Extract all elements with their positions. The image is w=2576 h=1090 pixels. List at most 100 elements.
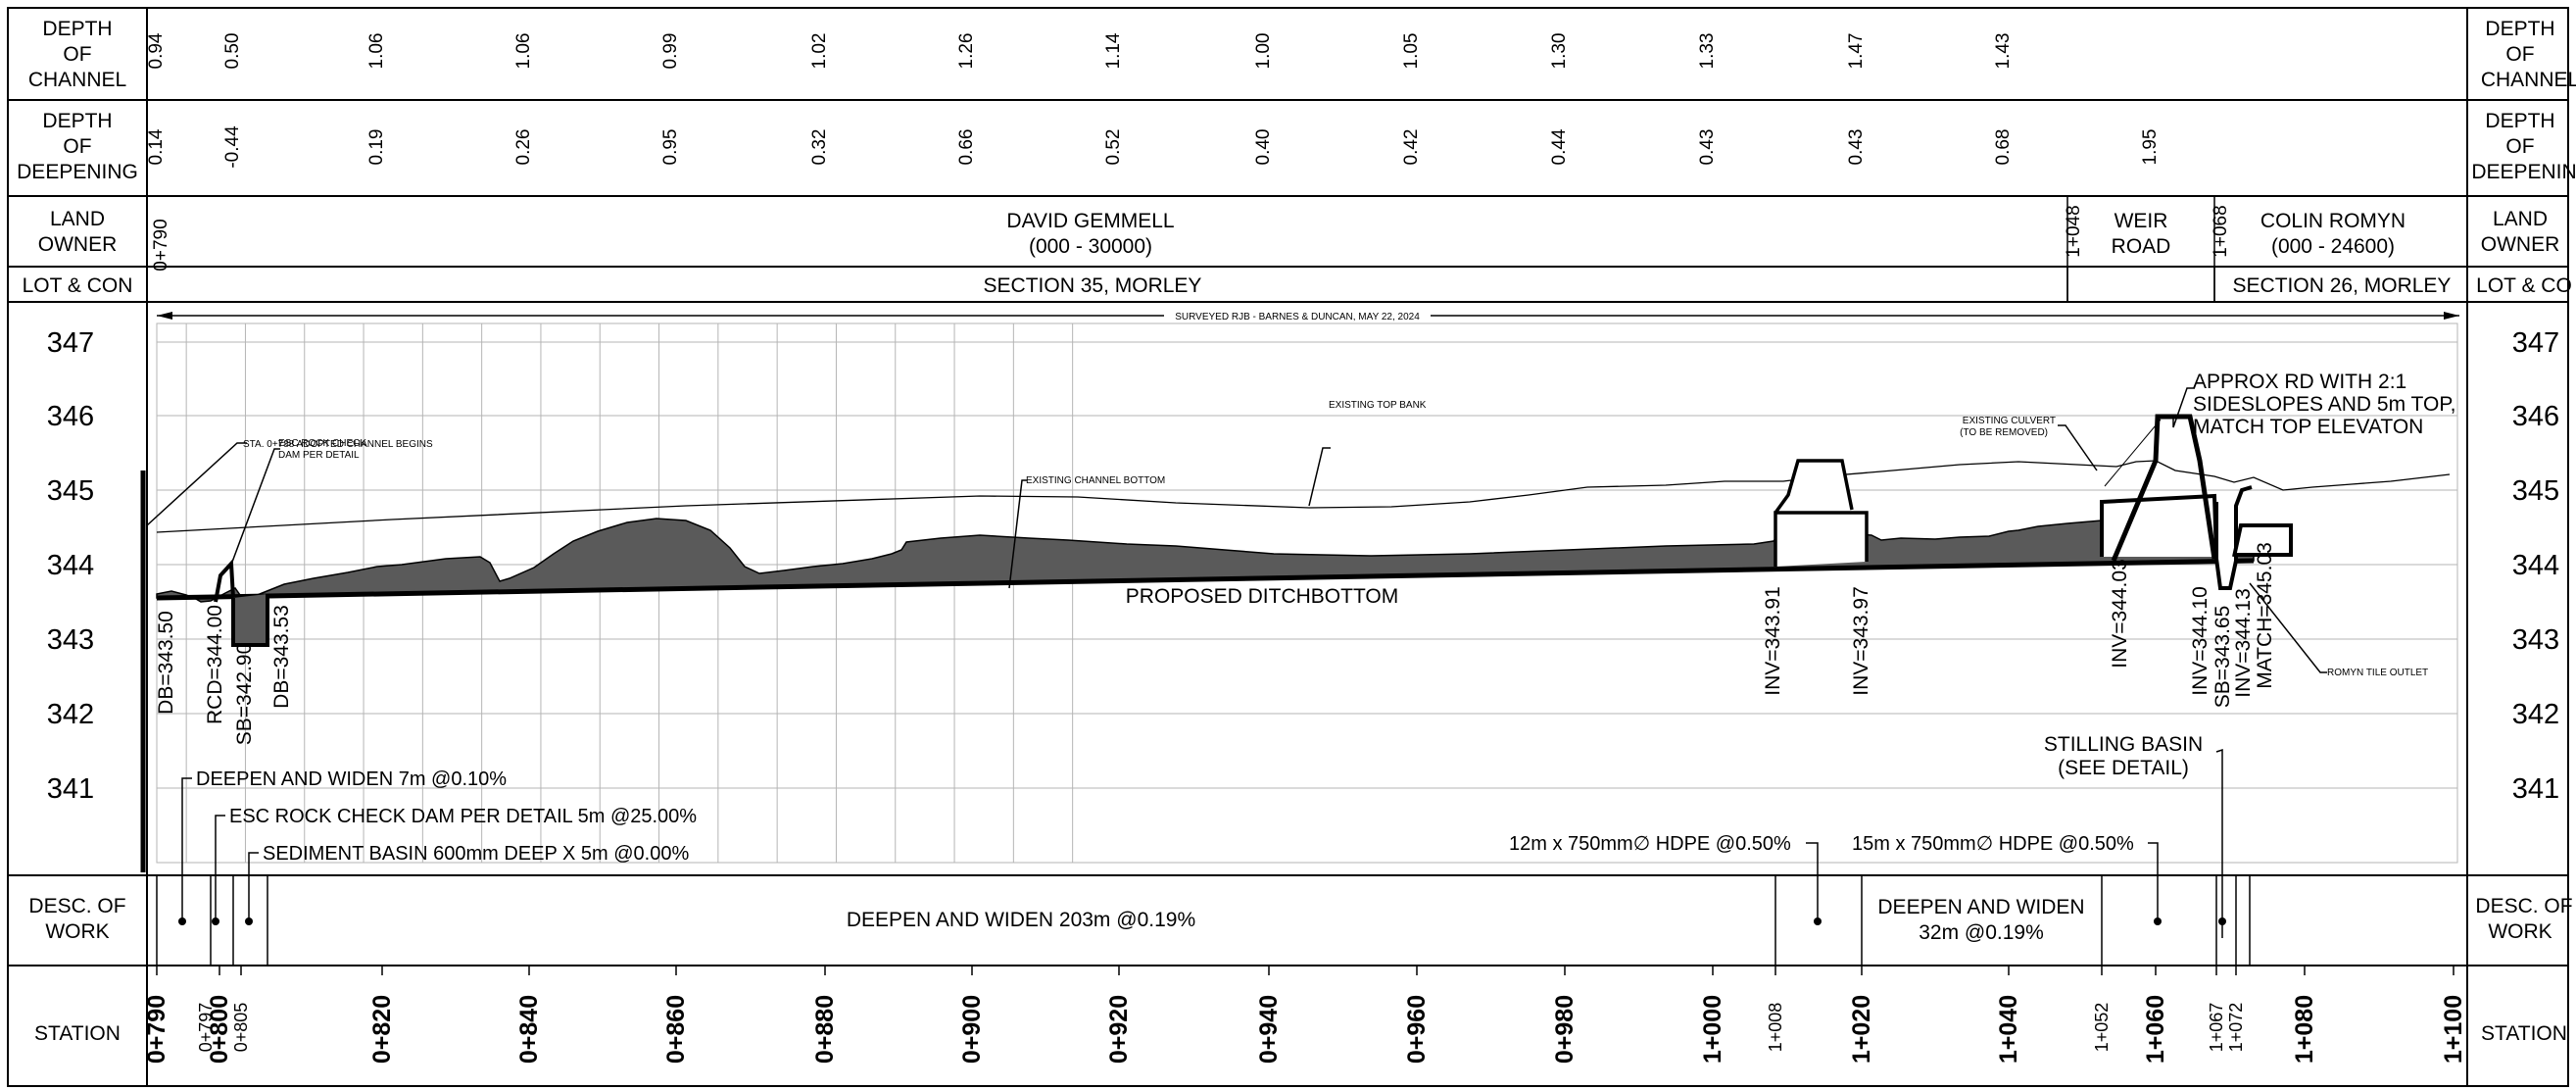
- station-major-label: 0+920: [1105, 995, 1133, 1064]
- station-major-label: 0+820: [368, 995, 396, 1064]
- elevation-callout: DB=343.50: [155, 611, 177, 715]
- station-major-label: 0+980: [1551, 995, 1579, 1064]
- depth-channel-value: 0.94: [146, 32, 167, 69]
- elevation-callout: INV=344.10: [2189, 586, 2211, 696]
- elevation-label-right: 347: [2512, 327, 2559, 359]
- station-major-label: 0+880: [811, 995, 839, 1064]
- elevation-label: 346: [47, 401, 94, 432]
- depth-channel-value: 1.02: [809, 33, 830, 70]
- culvert-structure-1: [1774, 459, 1869, 567]
- existing-channel-fill: [156, 506, 2255, 603]
- depth-channel-value: 1.00: [1253, 33, 1274, 70]
- depth-channel-value: 0.50: [222, 33, 243, 70]
- owner2-name: COLIN ROMYN: [2260, 210, 2406, 232]
- depth-deepening-value: 0.19: [366, 129, 387, 166]
- station-major-label: 0+940: [1255, 995, 1283, 1064]
- lot-con-row: SECTION 35, MORLEY SECTION 26, MORLEY: [984, 267, 2452, 302]
- elevation-label: 342: [47, 699, 94, 730]
- right-label-lot-con: LOT & CO: [2476, 274, 2572, 297]
- elevation-callout: INV=344.13: [2232, 588, 2255, 698]
- note-culvert-1: EXISTING CULVERT: [1963, 416, 2056, 426]
- elevation-callout: INV=343.97: [1850, 586, 1872, 696]
- work-second-2: 32m @0.19%: [1919, 921, 2044, 944]
- note-proposed-ditch: PROPOSED DITCHBOTTOM: [1126, 585, 1398, 608]
- right-label-land-owner: LAND OWNER: [2481, 208, 2560, 256]
- elevation-callout: MATCH=345.03: [2254, 542, 2276, 689]
- station-major-label: 1+040: [1995, 995, 2022, 1064]
- elevation-label: 343: [47, 624, 94, 656]
- row-labels-left: DEPTH OF CHANNEL DEPTH OF DEEPENING LAND OWNE…: [17, 18, 138, 1045]
- existing-top-bank: [156, 460, 2451, 533]
- elevation-callout: SB=342.90: [233, 643, 256, 746]
- elevation-label: 341: [47, 773, 94, 805]
- elevation-label: 344: [47, 550, 94, 581]
- station-major-label: 1+000: [1699, 995, 1726, 1064]
- station-major-label: 0+800: [206, 995, 233, 1064]
- depth-channel-value: 1.33: [1697, 33, 1718, 70]
- right-label-depth-deepening: DEPTH OF DEEPENIN: [2471, 110, 2576, 183]
- road-embankment: [2111, 414, 2217, 562]
- depth-deepening-value: 0.14: [146, 128, 167, 165]
- note-work-esc: ESC ROCK CHECK DAM PER DETAIL 5m @25.00%: [229, 806, 697, 827]
- depth-deepening-value: 0.42: [1401, 129, 1422, 166]
- station-major-label: 0+960: [1403, 995, 1431, 1064]
- road-slope-thin: [2104, 419, 2162, 487]
- depth-deepening-value: 0.43: [1846, 129, 1867, 166]
- depth-deepening-value: 0.66: [956, 129, 977, 166]
- depth-deepening-value: 0.26: [513, 129, 534, 166]
- depth-channel-value: 1.43: [1993, 33, 2014, 70]
- profile-geometry: [140, 414, 2451, 872]
- elevation-label-right: 345: [2512, 475, 2559, 507]
- note-esc-check-2: DAM PER DETAIL: [278, 450, 360, 461]
- elevation-callout: DB=343.53: [270, 605, 293, 709]
- elevation-callout: RCD=344.00: [204, 605, 226, 724]
- row-label-desc-work: DESC. OF WORK: [28, 895, 125, 943]
- elevation-label-right: 341: [2512, 773, 2559, 805]
- note-esc-check-1: ESC ROCK CHECK: [278, 438, 366, 449]
- rock-check-dam: [214, 559, 235, 603]
- note-channel-begins: STA. 0+788 ADOPTED CHANNEL BEGINS: [243, 439, 433, 450]
- depth-deepening-value: 0.95: [660, 129, 681, 166]
- note-work-sediment: SEDIMENT BASIN 600mm DEEP X 5m @0.00%: [263, 843, 689, 865]
- elevation-labels-right: 347 346 345 344 343 342 341: [2512, 327, 2559, 805]
- station-minor-label: 1+072: [2226, 1003, 2246, 1053]
- land-start-station: 0+790: [151, 219, 171, 271]
- elevation-label-right: 344: [2512, 550, 2559, 581]
- note-existing-channel-bottom: EXISTING CHANNEL BOTTOM: [1026, 475, 1165, 486]
- right-label-depth-channel: DEPTH OF CHANNEL: [2481, 18, 2576, 91]
- surveyed-text: SURVEYED RJB - BARNES & DUNCAN, MAY 22, …: [1175, 312, 1420, 322]
- depth-deepening-value: 0.32: [809, 129, 830, 166]
- section-35: SECTION 35, MORLEY: [984, 274, 1202, 297]
- depth-channel-value: 1.47: [1846, 33, 1867, 70]
- note-stilling-1: STILLING BASIN: [2044, 733, 2203, 756]
- right-label-station: STATION: [2481, 1022, 2567, 1045]
- land-station-a: 1+048: [2064, 205, 2084, 257]
- proposed-ditch-line: [156, 558, 2255, 601]
- station-minor-label: 0+805: [231, 1003, 251, 1053]
- road-line-2: ROAD: [2112, 235, 2171, 258]
- note-stilling-2: (SEE DETAIL): [2058, 757, 2189, 779]
- depth-deepening-value: -0.44: [222, 125, 243, 169]
- depth-channel-value: 1.06: [366, 33, 387, 70]
- note-existing-top-bank: EXISTING TOP BANK: [1329, 400, 1427, 411]
- station-minor-label: 1+008: [1766, 1003, 1785, 1053]
- sediment-basin: [231, 594, 269, 647]
- right-label-desc-work: DESC. OF WORK: [2475, 895, 2572, 943]
- desc-of-work-row: DEEPEN AND WIDEN 203m @0.19% DEEPEN AND …: [156, 875, 2251, 966]
- work-leaders: [181, 777, 2159, 921]
- station-major-label: 1+060: [2142, 995, 2169, 1064]
- row-label-depth-channel: DEPTH OF CHANNEL: [28, 18, 126, 91]
- note-tile-outlet: ROMYN TILE OUTLET: [2327, 668, 2428, 678]
- station-major-label: 0+840: [515, 995, 543, 1064]
- vertical-elevation-labels: DB=343.50 RCD=344.00 SB=342.90 DB=343.53 INV…: [155, 542, 2276, 745]
- row-label-land-owner: LAND OWNER: [38, 208, 118, 256]
- depth-deepening-value: 0.40: [1253, 129, 1274, 166]
- depth-deepening-value: 0.52: [1103, 129, 1124, 166]
- note-approx-rd-1: APPROX RD WITH 2:1: [2193, 371, 2406, 393]
- owner1-range: (000 - 30000): [1029, 235, 1152, 258]
- section-26: SECTION 26, MORLEY: [2233, 274, 2452, 297]
- station-minor-label: 1+067: [2207, 1003, 2226, 1053]
- note-work-deepen-7: DEEPEN AND WIDEN 7m @0.10%: [196, 768, 507, 790]
- depth-of-deepening-values: 0.14 -0.44 0.19 0.26 0.95 0.32 0.66 0.52 0.40 0.4…: [146, 125, 2161, 169]
- station-major-label: 0+860: [662, 995, 690, 1064]
